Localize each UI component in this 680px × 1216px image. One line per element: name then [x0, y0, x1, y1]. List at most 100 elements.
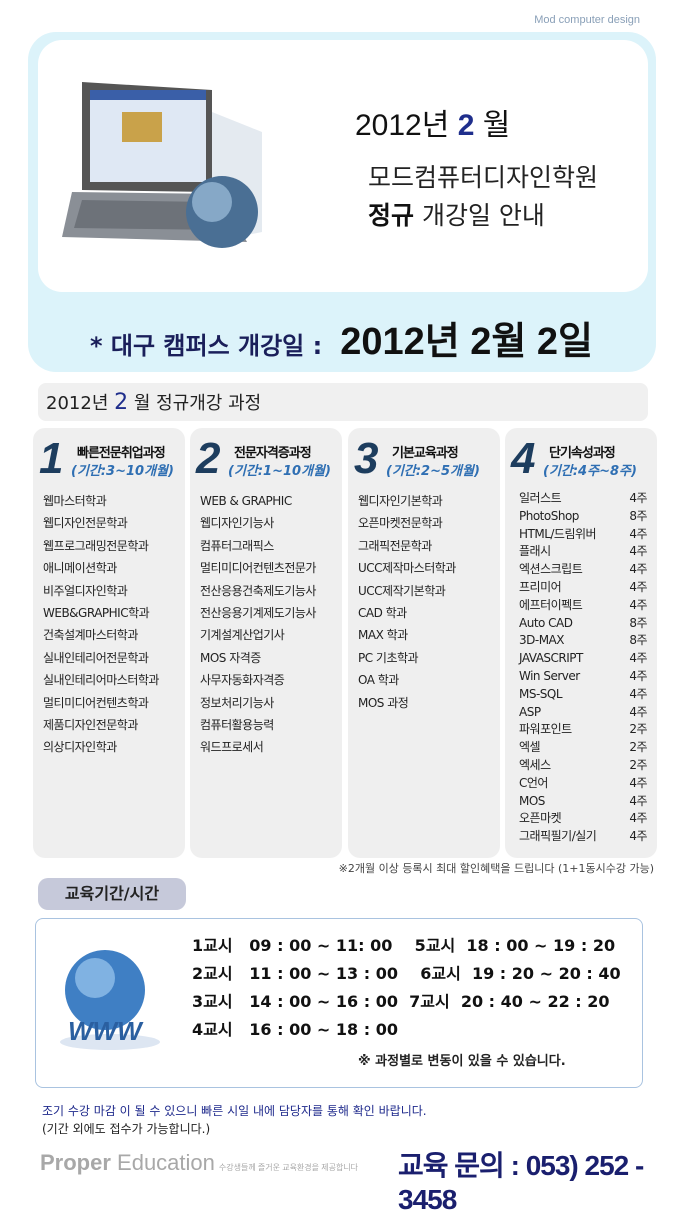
schedule-title: 교육기간/시간	[38, 878, 186, 910]
course-name: 파워포인트	[519, 722, 572, 737]
course-item: 컴퓨터그래픽스	[200, 538, 274, 553]
course-name: MS-SQL	[519, 686, 563, 701]
course-item: UCC제작마스터학과	[358, 561, 456, 576]
course-weeks: 4주	[629, 668, 647, 683]
course-weeks: 4주	[629, 704, 647, 719]
guide-title: 정규 개강일 안내	[368, 196, 545, 232]
column-number: 2	[196, 434, 221, 483]
contact-phone: 교육 문의 : 053) 252 - 3458	[398, 1150, 644, 1215]
proper-education-logo: Proper Education 수강생들께 즐거운 교육환경을 제공합니다	[40, 1150, 358, 1176]
course-item: 웹디자인전문학과	[43, 516, 128, 531]
course-item: 멀티미디어컨텐츠전문가	[200, 561, 316, 576]
logo-bold: Proper	[40, 1150, 111, 1175]
course-item: HTML/드림위버 4주	[519, 526, 647, 544]
course-weeks: 4주	[629, 811, 647, 826]
course-item: 에프터이펙트 4주	[519, 597, 647, 615]
course-item: 엑셀 2주	[519, 739, 647, 757]
course-item: OA 학과	[358, 673, 399, 688]
course-weeks: 2주	[629, 757, 647, 772]
course-item: 그래픽필기/실기 4주	[519, 828, 647, 846]
course-item: 파워포인트 2주	[519, 721, 647, 739]
course-weeks: 4주	[629, 686, 647, 701]
course-weeks: 2주	[629, 722, 647, 737]
course-item: 컴퓨터활용능력	[200, 718, 274, 733]
course-item: 애니메이션학과	[43, 561, 117, 576]
hero-year: 2012년	[355, 109, 450, 142]
course-item: 플래시 4주	[519, 543, 647, 561]
hero-month: 2	[457, 109, 475, 142]
course-name: 프리미어	[519, 579, 562, 594]
course-column-4: 4 단기속성과정 (기간:4주~8주) 일러스트 4주 PhotoShop 8주 HTML/드…	[505, 428, 657, 858]
footer-notice: 조기 수강 마감 이 될 수 있으니 빠른 시일 내에 담당자를 통해 확인 바…	[42, 1104, 427, 1118]
course-name: ASP	[519, 704, 541, 719]
column-period: (기간:4주~8주)	[543, 464, 637, 479]
course-item: WEB & GRAPHIC	[200, 494, 292, 508]
course-name: PhotoShop	[519, 508, 579, 523]
course-item: 웹마스터학과	[43, 494, 107, 508]
course-item: 전산응용기계제도기능사	[200, 606, 316, 621]
footer-notice-2: (기간 외에도 접수가 가능합니다.)	[42, 1122, 211, 1136]
course-name: 엑션스크립트	[519, 562, 583, 577]
course-name: 그래픽필기/실기	[519, 829, 597, 844]
course-item: Win Server 4주	[519, 668, 647, 686]
logo-tagline: 수강생들께 즐거운 교육환경을 제공합니다	[218, 1163, 359, 1172]
course-weeks: 4주	[629, 829, 647, 844]
schedule-line: 2교시 11 : 00 ~ 13 : 00 6교시 19 : 20 ~ 20 :…	[192, 964, 621, 983]
course-column-3: 3 기본교육과정 (기간:2~5개월) 웹디자인기본학과 오픈마켓전문학과 그래픽전문학과…	[348, 428, 500, 858]
course-name: 일러스트	[519, 491, 562, 505]
schedule-note: ※ 과정별로 변동이 있을 수 있습니다.	[358, 1054, 566, 1069]
course-item: MS-SQL 4주	[519, 686, 647, 704]
course-item: JAVASCRIPT 4주	[519, 650, 647, 668]
course-name: 엑셀	[519, 740, 541, 755]
course-item: 실내인테리어전문학과	[43, 650, 149, 665]
course-item: 프리미어 4주	[519, 579, 647, 597]
www-globe-icon: WWW	[60, 950, 160, 1050]
hero-date: 2012년 2 월	[355, 100, 510, 144]
column-period: (기간:2~5개월)	[386, 464, 480, 479]
course-column-2: 2 전문자격증과정 (기간:1~10개월) WEB & GRAPHIC 웹디자인기능사 컴…	[190, 428, 342, 858]
section-header: 2012년 2 월 정규개강 과정	[38, 383, 648, 421]
course-name: HTML/드림위버	[519, 526, 597, 541]
course-weeks: 4주	[629, 579, 647, 594]
course-weeks: 4주	[629, 597, 647, 612]
course-weeks: 4주	[629, 526, 647, 541]
column-title: 단기속성과정	[549, 446, 616, 461]
campus-label: * 대구 캠퍼스 개강일 :	[90, 332, 323, 360]
course-name: JAVASCRIPT	[519, 651, 583, 666]
course-name: Auto CAD	[519, 615, 573, 630]
schedule-line: 4교시 16 : 00 ~ 18 : 00	[192, 1020, 398, 1039]
course-item: 3D-MAX 8주	[519, 632, 647, 650]
guide-bold: 정규	[368, 201, 415, 230]
course-item: UCC제작기본학과	[358, 583, 446, 598]
course-item: 웹디자인기능사	[200, 516, 274, 531]
course-name: 엑세스	[519, 757, 551, 772]
hero-month-unit: 월	[482, 109, 511, 142]
course-item: 정보처리기능사	[200, 695, 274, 710]
column-title: 기본교육과정	[392, 446, 459, 461]
course-weeks: 4주	[629, 793, 647, 808]
course-item: 사무자동화자격증	[200, 673, 285, 688]
course-name: Win Server	[519, 668, 580, 683]
course-item: 의상디자인학과	[43, 740, 117, 755]
course-item: MOS 과정	[358, 695, 409, 710]
course-item: 엑세스 2주	[519, 757, 647, 775]
course-item: 엑션스크립트 4주	[519, 561, 647, 579]
course-item: 워드프로세서	[200, 740, 264, 755]
schedule-box	[35, 918, 643, 1088]
course-item: PhotoShop 8주	[519, 508, 647, 526]
course-item: 그래픽전문학과	[358, 538, 432, 553]
section-year: 2012	[46, 393, 92, 414]
course-name: 에프터이펙트	[519, 597, 583, 612]
schedule-line: 3교시 14 : 00 ~ 16 : 00 7교시 20 : 40 ~ 22 :…	[192, 992, 610, 1011]
course-item: 기계설계산업기사	[200, 628, 285, 643]
column-period: (기간:1~10개월)	[228, 464, 331, 479]
course-item: CAD 학과	[358, 606, 407, 621]
course-item: PC 기초학과	[358, 650, 419, 665]
column-number: 4	[511, 434, 536, 483]
discount-note: ※2개월 이상 등록시 최대 할인혜택을 드립니다 (1+1동시수강 가능)	[338, 862, 654, 875]
section-month: 2	[114, 390, 129, 415]
course-name: 3D-MAX	[519, 633, 565, 648]
course-name: C언어	[519, 775, 548, 790]
campus-date: 2012년 2월 2일	[340, 321, 594, 363]
course-item: 오픈마켓전문학과	[358, 516, 443, 531]
